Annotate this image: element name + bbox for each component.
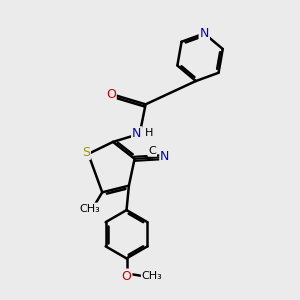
- Text: CH₃: CH₃: [80, 203, 100, 214]
- Text: H: H: [145, 128, 153, 138]
- Text: CH₃: CH₃: [142, 271, 163, 281]
- Text: N: N: [132, 127, 141, 140]
- Text: O: O: [106, 88, 116, 101]
- Text: O: O: [122, 270, 131, 283]
- Text: S: S: [82, 146, 90, 159]
- Text: N: N: [200, 27, 209, 40]
- Text: C: C: [148, 146, 156, 156]
- Text: N: N: [160, 150, 170, 163]
